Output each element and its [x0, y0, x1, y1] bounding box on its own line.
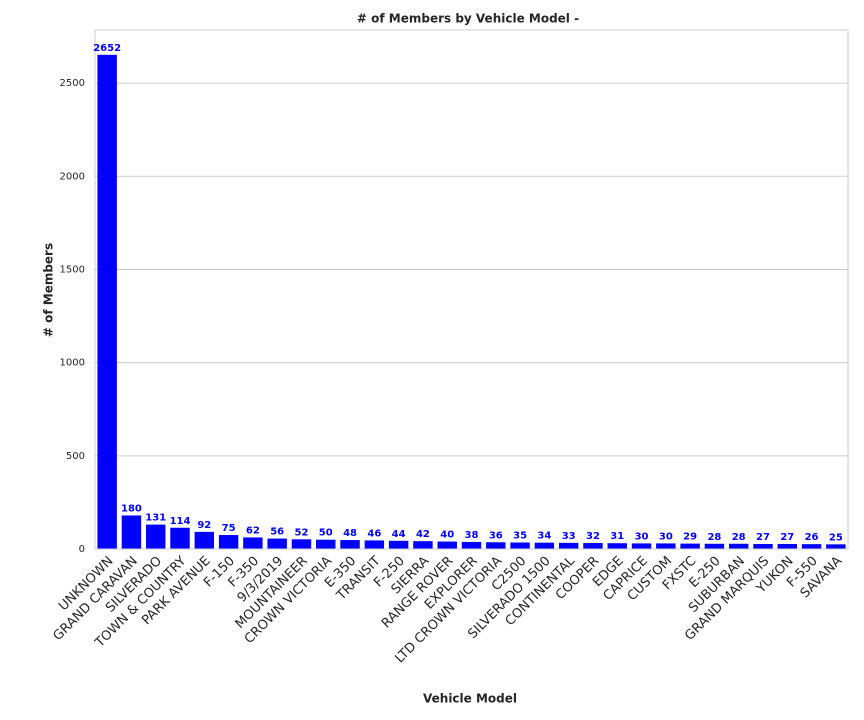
value-label: 26	[805, 532, 819, 543]
y-tick-label: 2500	[60, 78, 85, 89]
bar	[340, 540, 360, 549]
bar	[267, 538, 287, 549]
value-label: 131	[145, 513, 166, 524]
value-label: 44	[392, 529, 406, 540]
value-label: 2652	[93, 43, 121, 54]
bar	[704, 543, 725, 549]
value-label: 75	[222, 523, 236, 534]
bar	[510, 542, 530, 549]
bar	[461, 541, 482, 549]
value-label: 56	[270, 527, 284, 538]
value-label: 48	[343, 528, 357, 539]
bar	[656, 543, 676, 549]
bar	[243, 537, 263, 549]
value-label: 40	[440, 530, 454, 541]
y-tick-label: 0	[79, 544, 85, 555]
bar	[121, 515, 142, 549]
bar	[583, 543, 603, 549]
bar	[194, 531, 215, 549]
value-label: 28	[732, 532, 746, 543]
bar	[631, 543, 652, 549]
bar	[316, 539, 336, 549]
bar	[680, 543, 700, 549]
value-label: 114	[170, 516, 191, 527]
y-tick-label: 2000	[60, 171, 85, 182]
value-label: 180	[121, 503, 142, 514]
value-label: 38	[465, 530, 479, 541]
value-label: 42	[416, 529, 430, 540]
value-label: 31	[610, 531, 624, 542]
bar	[413, 541, 433, 549]
value-label: 34	[537, 531, 551, 542]
bar	[607, 543, 627, 549]
chart-title: # of Members by Vehicle Model -	[357, 12, 579, 26]
y-axis-label: # of Members	[42, 243, 56, 337]
bars	[97, 54, 846, 549]
x-axis-label: Vehicle Model	[423, 692, 517, 706]
value-label: 92	[197, 520, 211, 531]
plot-frame	[94, 29, 849, 550]
bar	[826, 544, 846, 549]
bar	[291, 539, 312, 549]
value-label: 25	[829, 532, 843, 543]
value-label: 50	[319, 528, 333, 539]
value-label: 32	[586, 531, 600, 542]
value-label: 30	[659, 531, 673, 542]
bar	[146, 524, 166, 549]
y-tick-label: 500	[66, 451, 85, 462]
grid	[95, 82, 848, 550]
bar	[364, 540, 385, 549]
bar	[728, 543, 749, 549]
bar	[753, 543, 773, 549]
value-label: 35	[513, 530, 527, 541]
value-label: 27	[756, 532, 770, 543]
bar	[218, 535, 239, 549]
value-label: 33	[562, 531, 576, 542]
value-label: 52	[295, 527, 309, 538]
bar	[534, 542, 555, 549]
value-label: 36	[489, 530, 503, 541]
value-label: 30	[635, 531, 649, 542]
bar	[486, 542, 506, 549]
y-tick-label: 1500	[60, 264, 85, 275]
bar	[170, 527, 190, 549]
bar	[437, 541, 457, 549]
value-label: 29	[683, 532, 697, 543]
bar	[777, 543, 797, 549]
value-label: 46	[367, 528, 381, 539]
value-label: 28	[707, 532, 721, 543]
value-label: 27	[780, 532, 794, 543]
bar	[388, 540, 409, 549]
bar	[801, 544, 822, 549]
value-label: 62	[246, 525, 260, 536]
bar	[558, 542, 579, 549]
y-tick-label: 1000	[60, 358, 85, 369]
bar	[97, 54, 117, 549]
